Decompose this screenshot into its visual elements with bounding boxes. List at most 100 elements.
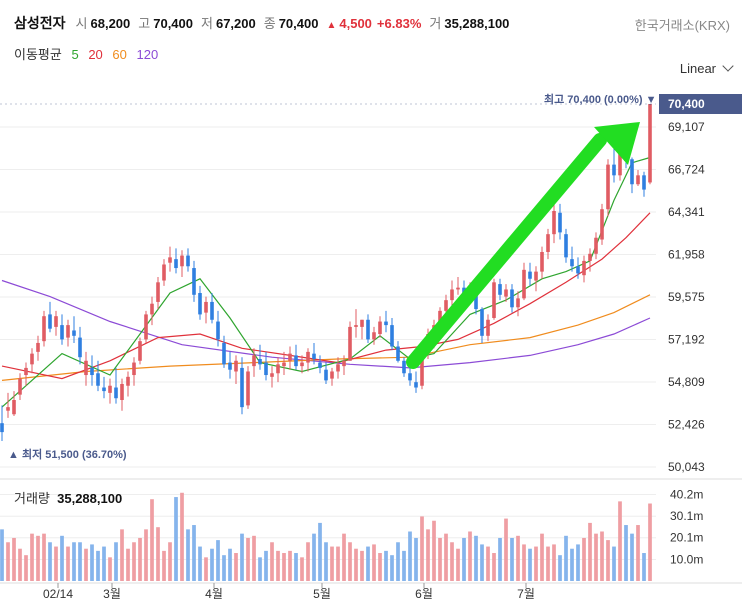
candle [312,342,316,365]
last-price-tag: 70,400 [659,94,742,114]
volume-bar [624,525,628,581]
volume-bar [588,522,592,581]
candle-body [240,367,244,408]
volume-panel-value: 35,288,100 [57,491,123,506]
volume-bar [270,542,274,581]
volume-bar [516,535,520,581]
volume-bar [498,537,502,581]
candle-body [348,326,352,361]
close-value: 70,400 [278,16,319,31]
candle-body [0,423,4,433]
candle [636,169,640,187]
volume-bar [558,555,562,581]
candle [126,371,130,397]
candle-body [72,330,76,336]
volume-bar [162,550,166,581]
volume-bar [462,537,466,581]
candle-body [360,319,364,327]
candle-body [564,234,568,258]
moving-average-legend[interactable]: 이동평균 5 20 60 120 [14,44,164,63]
volume-bar [258,557,262,581]
candle-body [606,164,610,210]
change-percent: +6.83% [376,16,422,31]
volume-bar [366,546,370,581]
price-tick-label: 57,192 [668,333,705,347]
volume-bar [648,503,652,581]
volume-bar [342,533,346,581]
stock-name[interactable]: 삼성전자 [14,15,66,31]
candle [450,280,454,308]
candle [228,351,232,379]
candle-body [228,362,232,370]
candle-body [204,301,208,313]
candle [186,248,190,272]
candle-body [630,159,634,185]
candle-body [600,209,604,240]
price-tick-label: 54,809 [668,375,705,389]
candle [600,203,604,245]
candle-body [198,293,202,315]
candle [642,171,646,197]
candle [30,348,34,374]
candle-body [168,257,172,263]
candle-body [60,325,64,340]
candle [174,248,178,274]
low-label: 저 [201,16,213,31]
time-tick-label: 7월 [517,587,535,601]
quote-summary: 삼성전자 시 68,200 고 70,400 저 67,200 종 70,400… [14,13,517,33]
volume-bar [630,533,634,581]
price-tick-label: 66,724 [668,163,705,177]
candle-body [96,373,100,386]
volume-bar [564,535,568,581]
candle [114,367,118,404]
candle [414,371,418,393]
candle [366,314,370,343]
candle [534,266,538,292]
candle [546,228,550,260]
candle [564,228,568,263]
volume-bar [414,537,418,581]
candle-body [618,143,622,176]
candle [612,148,616,183]
volume-bar [312,533,316,581]
candle-body [18,378,22,395]
candle-body [156,282,160,302]
volume-bar [108,557,112,581]
candle-body [492,282,496,318]
candle-body [354,325,358,327]
close-label: 종 [263,16,276,31]
candle [18,373,22,401]
candle-body [252,355,256,367]
candle [216,310,220,347]
candle-body [510,289,514,308]
candle [246,366,250,409]
candle [276,357,280,383]
candle-body [402,360,406,374]
candle-body [78,337,82,358]
ma5-legend: 5 [71,47,79,62]
volume-bar [204,557,208,581]
down-triangle-icon: ▼ [645,94,657,106]
time-tick-label: 3월 [103,587,121,601]
candle-body [30,353,34,365]
volume-panel-title: 거래량 35,288,100 [14,488,122,507]
volume-bar [84,548,88,581]
candle-body [162,264,166,281]
volume-bar [192,525,196,581]
volume-bar [90,544,94,581]
low-value: 67,200 [215,16,256,31]
candle [204,296,208,324]
volume-bar [432,520,436,581]
scale-selector[interactable]: Linear [680,60,734,76]
low-marker-label: ▲ 최저 51,500 (36.70%) [8,449,127,461]
volume-bar [222,555,226,581]
candle [324,362,328,384]
candle-body [534,271,538,281]
candle [6,392,10,418]
candle [78,326,82,365]
volume-bar [300,557,304,581]
candle [42,310,46,347]
volume-bar [276,550,280,581]
candle-body [444,300,448,311]
